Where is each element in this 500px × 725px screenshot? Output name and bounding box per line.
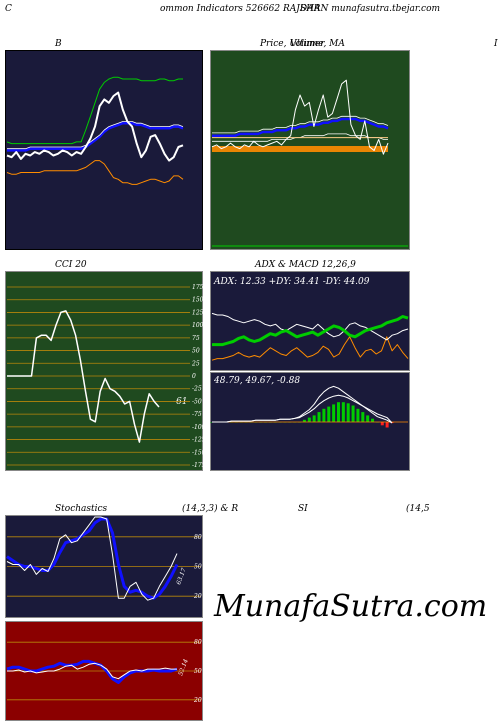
bollinger-lower-band bbox=[6, 160, 184, 185]
cci-tick-label: -75 bbox=[192, 411, 202, 418]
cci-tick-label: 25 bbox=[191, 360, 200, 367]
cci-last-label: -61 bbox=[173, 397, 188, 407]
price-volume-band bbox=[212, 146, 388, 152]
adx-title: ADX & MACD 12,26,9 bbox=[254, 260, 356, 270]
macd-histogram-bar bbox=[346, 403, 350, 422]
stochastics-chart: 80 50 20 bbox=[6, 516, 202, 601]
bollinger-middle-outline bbox=[7, 121, 184, 150]
stoch-title-left: Stochastics bbox=[55, 504, 108, 514]
rsi-tick-label: 20 bbox=[193, 697, 202, 704]
cci-tick-label: 175 bbox=[192, 284, 204, 291]
adx-chart bbox=[211, 312, 409, 361]
stoch-title-right: (14,5 bbox=[406, 503, 430, 514]
stoch-k-line bbox=[6, 516, 178, 601]
stoch-tick-label: 80 bbox=[194, 534, 202, 541]
price-line bbox=[211, 79, 389, 155]
macd-histogram-bar bbox=[341, 402, 345, 422]
macd-values: 48.79, 49.67, -0.88 bbox=[213, 376, 300, 386]
cci-tick-label: -50 bbox=[192, 398, 202, 405]
macd-chart bbox=[210, 385, 408, 428]
header-left: C bbox=[5, 4, 12, 14]
stoch-tick-label: 50 bbox=[194, 564, 202, 571]
cci-tick-label: -150 bbox=[192, 449, 206, 456]
macd-histogram-bar bbox=[307, 417, 311, 422]
cci-tick-label: 150 bbox=[192, 297, 204, 304]
cci-tick-label: -125 bbox=[192, 437, 206, 444]
rsi-line bbox=[7, 662, 177, 680]
price-edge-label: I bbox=[493, 39, 498, 49]
cci-line bbox=[7, 310, 160, 443]
rsi-chart: 80 50 20 bbox=[6, 639, 202, 704]
macd-histogram-bar bbox=[317, 412, 321, 422]
bollinger-middle-band bbox=[7, 121, 184, 152]
bollinger-price-line bbox=[6, 91, 184, 162]
cci-tick-label: 100 bbox=[192, 322, 204, 329]
cci-tick-label: 125 bbox=[192, 309, 204, 316]
rsi-tick-label: 80 bbox=[194, 639, 202, 646]
price-ma-outline bbox=[212, 115, 389, 134]
macd-histogram-bar bbox=[371, 418, 375, 422]
cci-chart: 175 150 125 100 75 50 25 0 -25 -50 -75 -100 -125 -150… bbox=[7, 284, 206, 469]
stoch-title-mid: (14,3,3) & R bbox=[182, 503, 238, 514]
cci-title: CCI 20 bbox=[55, 260, 87, 270]
macd-histogram-bar bbox=[332, 404, 336, 422]
adx-minus-di-line bbox=[211, 312, 409, 341]
macd-signal-line bbox=[212, 394, 393, 424]
price-ma-blue bbox=[212, 117, 389, 137]
macd-histogram-bar bbox=[366, 415, 370, 422]
rsi-tick-label: 50 bbox=[194, 668, 202, 675]
stoch-d-line bbox=[6, 517, 179, 600]
macd-histogram-bar bbox=[312, 415, 316, 422]
cci-tick-label: -100 bbox=[192, 424, 206, 431]
adx-values: ADX: 12.33 +DY: 34.41 -DY: 44.09 bbox=[213, 277, 370, 287]
bollinger-upper-band bbox=[6, 76, 183, 145]
header-mid: ommon Indicators 526662 RAJDAR bbox=[160, 4, 321, 14]
macd-histogram-bar bbox=[356, 408, 360, 422]
cci-tick-label: -25 bbox=[192, 386, 202, 393]
adx-line bbox=[211, 336, 409, 361]
header-right: SHAN munafasutra.tbejar.com bbox=[300, 4, 440, 14]
macd-histogram-bar bbox=[336, 402, 340, 422]
bollinger-chart bbox=[6, 76, 184, 185]
macd-histogram-bar bbox=[380, 422, 384, 426]
rsi-last-label: 52.14 bbox=[177, 658, 190, 677]
macd-histogram-bar bbox=[327, 406, 331, 422]
macd-histogram-bar bbox=[322, 408, 326, 422]
cci-panel-bg bbox=[5, 271, 203, 471]
cci-tick-label: 75 bbox=[192, 335, 200, 342]
brand-watermark: MunafaSutra.com bbox=[213, 589, 487, 624]
adx-panel-bg bbox=[210, 271, 410, 371]
price-ma-chart bbox=[211, 79, 408, 247]
macd-histogram-bar bbox=[351, 405, 355, 422]
price-title: Price, Ultimer, MA bbox=[259, 39, 345, 49]
adx-plus-di-line bbox=[212, 315, 409, 347]
price-title-overlay: Volume bbox=[290, 39, 324, 49]
macd-line bbox=[212, 385, 393, 424]
stoch-last-label: 63.17 bbox=[175, 567, 188, 586]
cci-tick-label: -175 bbox=[192, 462, 206, 469]
cci-tick-label: 0 bbox=[192, 373, 196, 380]
cci-tick-label: 50 bbox=[192, 348, 200, 355]
rsi-blue-line bbox=[6, 659, 178, 684]
macd-histogram-bar bbox=[302, 419, 306, 422]
b-title: B bbox=[54, 39, 62, 49]
stoch-title-si: SI bbox=[298, 504, 308, 514]
stoch-tick-label: 20 bbox=[193, 593, 202, 600]
macd-histogram-bar bbox=[385, 422, 389, 428]
macd-histogram-bar bbox=[361, 412, 365, 422]
